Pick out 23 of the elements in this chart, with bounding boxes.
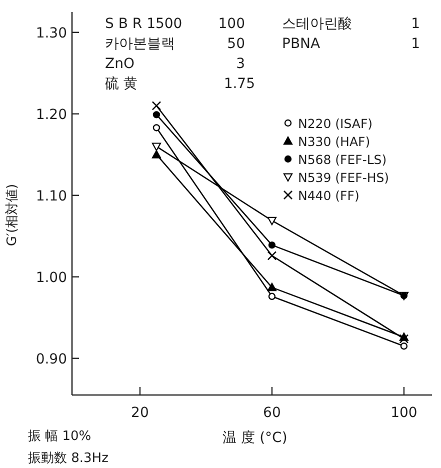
y-axis-title: G′(相対値) bbox=[4, 184, 20, 246]
y-tick-label: 1.10 bbox=[36, 188, 67, 204]
legend-label: N539 (FEF-HS) bbox=[298, 170, 390, 185]
legend-label: N440 (FF) bbox=[298, 188, 360, 203]
x-axis-title: 温 度 (°C) bbox=[222, 430, 288, 446]
y-tick-label: 1.00 bbox=[36, 270, 67, 286]
x-tick-label: 100 bbox=[390, 405, 418, 421]
text: 카아본블랙 50 bbox=[105, 36, 245, 52]
x-tick-label: 60 bbox=[263, 405, 281, 421]
text: 振動数 8.3Hz bbox=[28, 451, 109, 466]
legend-label: N568 (FEF-LS) bbox=[298, 152, 387, 167]
y-tick-label: 1.30 bbox=[36, 25, 67, 42]
x-tick-label: 20 bbox=[131, 405, 149, 421]
legend-label: N330 (HAF) bbox=[298, 134, 370, 149]
legend-label: N220 (ISAF) bbox=[298, 116, 373, 131]
y-tick-label: 1.20 bbox=[36, 106, 67, 123]
text: ZnO 3 bbox=[105, 56, 245, 72]
text: 스테아린酸 1 bbox=[282, 16, 420, 32]
text: 硫 黄 1.75 bbox=[105, 76, 255, 92]
text: PBNA 1 bbox=[282, 36, 420, 52]
y-tick-label: 0.90 bbox=[36, 351, 67, 368]
text: 振 幅 10% bbox=[28, 429, 92, 444]
text: S B R 1500 100 bbox=[105, 16, 245, 32]
